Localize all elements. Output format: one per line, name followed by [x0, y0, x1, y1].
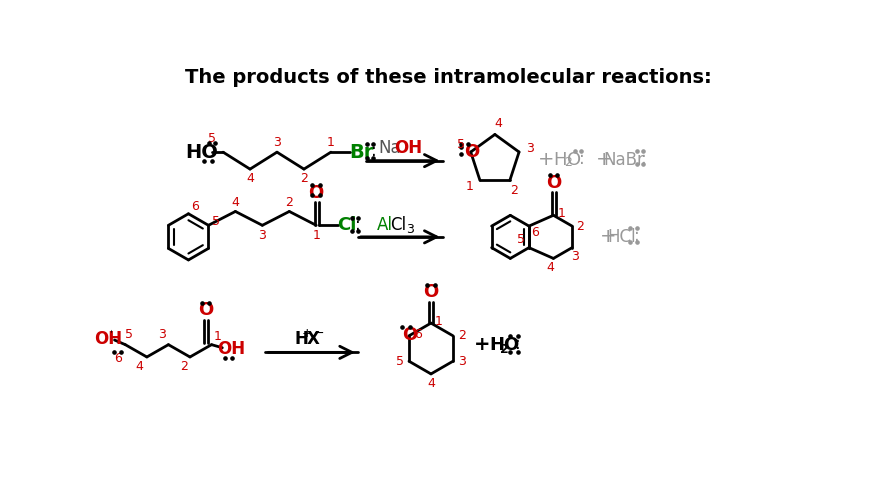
Text: HO: HO	[185, 142, 218, 162]
Text: O: O	[198, 301, 213, 319]
Text: +: +	[600, 228, 616, 247]
Text: 3: 3	[458, 355, 466, 368]
Text: O: O	[402, 326, 418, 344]
Text: 4: 4	[546, 261, 554, 274]
Text: 2: 2	[576, 220, 584, 233]
Text: H: H	[553, 151, 567, 169]
Text: Na: Na	[378, 139, 401, 157]
Text: 2: 2	[500, 343, 509, 356]
Text: :: :	[641, 150, 647, 168]
Text: 6: 6	[114, 352, 121, 365]
Text: The products of these intramolecular reactions:: The products of these intramolecular rea…	[184, 68, 711, 87]
Text: O: O	[423, 283, 439, 301]
Text: 1: 1	[327, 136, 335, 149]
Text: 6: 6	[191, 200, 198, 213]
Text: H: H	[295, 330, 309, 348]
Text: +: +	[475, 335, 491, 354]
Text: :: :	[579, 150, 585, 168]
Text: 5: 5	[457, 138, 466, 151]
Text: 3: 3	[273, 136, 281, 149]
Text: 3: 3	[259, 229, 267, 242]
Text: 4: 4	[232, 196, 239, 209]
Text: Br: Br	[350, 142, 374, 162]
Text: :: :	[371, 142, 377, 160]
Text: 5: 5	[125, 328, 133, 341]
Text: :: :	[355, 216, 361, 234]
Text: 5: 5	[212, 215, 220, 228]
Text: Cl: Cl	[390, 216, 406, 234]
Text: 2: 2	[458, 329, 466, 342]
Text: 2: 2	[285, 196, 294, 209]
Text: +: +	[596, 150, 613, 169]
Text: 2: 2	[510, 184, 517, 197]
Text: +: +	[302, 327, 312, 340]
Text: 3: 3	[406, 224, 414, 237]
Text: O: O	[567, 151, 581, 169]
Text: 3: 3	[572, 250, 579, 263]
Text: Cl: Cl	[337, 216, 357, 235]
Text: 1: 1	[558, 207, 565, 220]
Text: O: O	[545, 174, 561, 192]
Text: OH: OH	[394, 139, 422, 157]
Text: 3: 3	[526, 141, 534, 155]
Text: H: H	[489, 336, 504, 354]
Text: X: X	[307, 330, 320, 348]
Text: OH: OH	[94, 330, 122, 348]
Text: 2: 2	[564, 156, 572, 169]
Text: −: −	[314, 327, 324, 340]
Text: 6: 6	[531, 226, 539, 239]
Text: 4: 4	[246, 172, 254, 185]
Text: Al: Al	[377, 216, 392, 234]
Text: NaBr: NaBr	[603, 151, 644, 169]
Text: 6: 6	[414, 328, 422, 341]
Text: 1: 1	[214, 331, 222, 344]
Text: HCl: HCl	[607, 228, 636, 246]
Text: 4: 4	[135, 360, 143, 373]
Text: O: O	[503, 336, 518, 354]
Text: :: :	[515, 335, 521, 353]
Text: 4: 4	[427, 377, 435, 390]
Text: 3: 3	[158, 328, 166, 341]
Text: 5: 5	[396, 355, 404, 368]
Text: OH: OH	[217, 340, 245, 358]
Text: O: O	[464, 143, 479, 161]
Text: 5: 5	[517, 234, 525, 247]
Text: 2: 2	[180, 360, 188, 373]
Text: O: O	[309, 184, 324, 202]
Text: :: :	[634, 227, 640, 245]
Text: 5: 5	[208, 132, 216, 145]
Text: 1: 1	[434, 315, 442, 328]
Text: 1: 1	[465, 180, 473, 193]
Text: 4: 4	[495, 117, 503, 130]
Text: 1: 1	[312, 229, 320, 242]
Text: 2: 2	[300, 172, 308, 185]
Text: +: +	[538, 150, 555, 169]
